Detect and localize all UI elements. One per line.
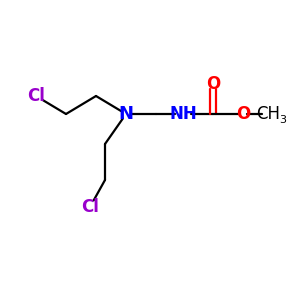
Text: CH: CH	[256, 105, 280, 123]
Text: 3: 3	[279, 115, 286, 125]
Text: O: O	[236, 105, 250, 123]
Text: NH: NH	[169, 105, 197, 123]
Text: Cl: Cl	[27, 87, 45, 105]
Text: N: N	[118, 105, 134, 123]
Text: Cl: Cl	[81, 198, 99, 216]
Text: O: O	[206, 75, 220, 93]
